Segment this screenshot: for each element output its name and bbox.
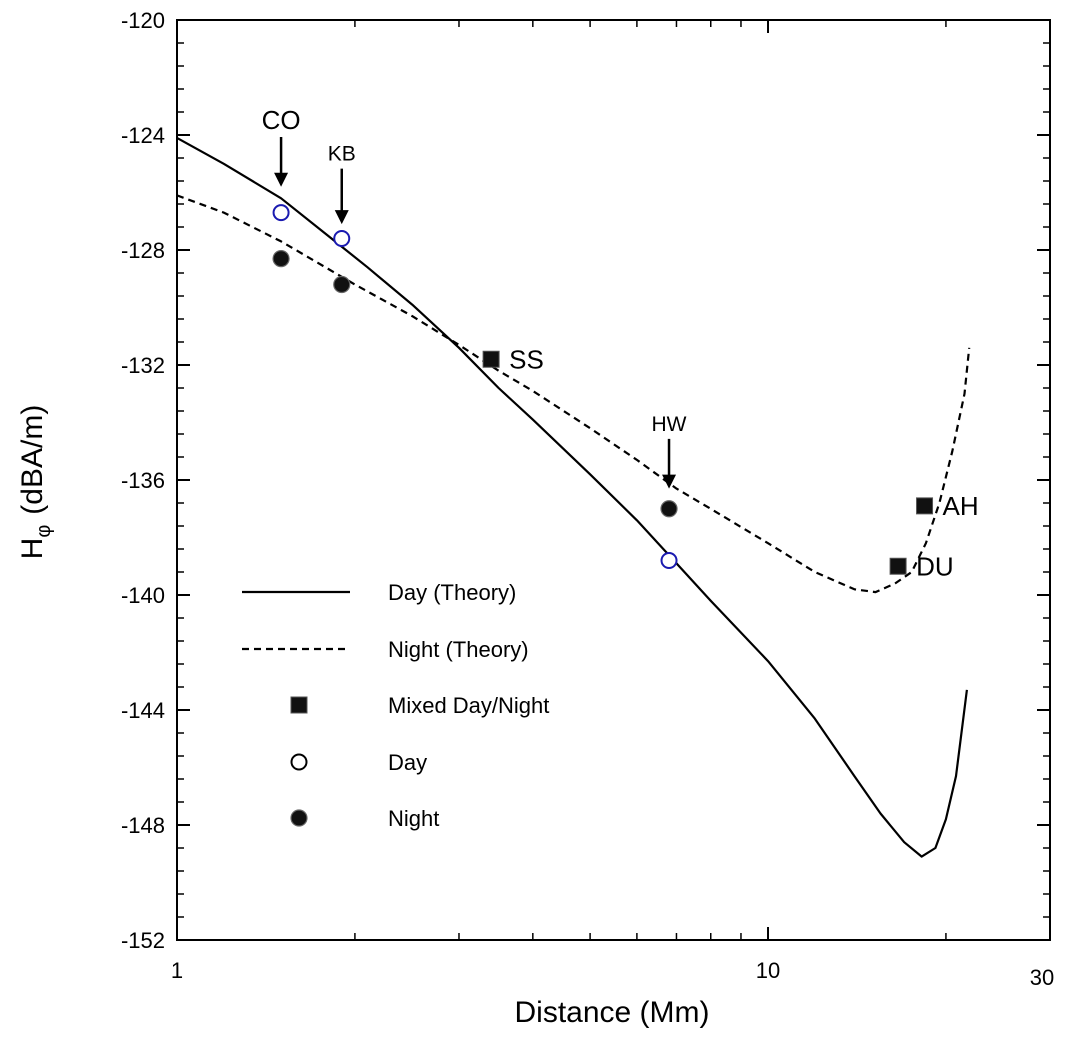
legend-day-theory: Day (Theory) bbox=[242, 580, 516, 605]
y-tick-label: -144 bbox=[121, 698, 165, 723]
y-tick-label: -140 bbox=[121, 583, 165, 608]
filled-square-point bbox=[917, 498, 933, 514]
y-tick-label: -120 bbox=[121, 8, 165, 33]
day-theory-curve bbox=[177, 138, 967, 857]
open-circle-point bbox=[274, 205, 289, 220]
filled-circle-point bbox=[273, 251, 289, 267]
arrow-co-head bbox=[274, 173, 288, 187]
x-tick-label: 30 bbox=[1030, 965, 1054, 990]
y-tick-label: -152 bbox=[121, 928, 165, 953]
svg-text:Hφ(dBA/m): Hφ (dBA/m) bbox=[16, 405, 55, 560]
site-label-co: CO bbox=[262, 105, 301, 135]
filled-square-point bbox=[483, 351, 499, 367]
legend-swatch-filled-square bbox=[291, 697, 307, 713]
x-axis-title: Distance (Mm) bbox=[514, 996, 709, 1029]
y-axis-title-sub: φ bbox=[33, 525, 55, 538]
legend-night-theory: Night (Theory) bbox=[242, 637, 529, 662]
y-tick-label: -132 bbox=[121, 353, 165, 378]
legend-swatch-open-circle bbox=[292, 755, 307, 770]
filled-square-point bbox=[890, 558, 906, 574]
plot-border bbox=[177, 20, 1050, 940]
legend-day: Day bbox=[292, 750, 428, 775]
y-axis-title-main: H bbox=[16, 538, 49, 560]
site-label-hw: HW bbox=[652, 413, 687, 436]
site-label-ah: AH bbox=[943, 491, 979, 521]
plot-frame bbox=[177, 20, 1050, 940]
legend-label: Day bbox=[388, 750, 427, 775]
y-tick-label: -148 bbox=[121, 813, 165, 838]
y-axis-title: Hφ (dBA/m) bbox=[16, 405, 55, 560]
y-tick-label: -124 bbox=[121, 123, 165, 148]
legend-night: Night bbox=[291, 806, 439, 831]
legend-label: Day (Theory) bbox=[388, 580, 516, 605]
y-tick-label: -128 bbox=[121, 238, 165, 263]
open-circle-point bbox=[662, 553, 677, 568]
y-tick-label: -136 bbox=[121, 468, 165, 493]
x-tick-label: 1 bbox=[171, 958, 183, 983]
legend-label: Night (Theory) bbox=[388, 637, 529, 662]
y-axis-title-unit: (dBA/m) bbox=[16, 405, 49, 515]
x-tick-label: 10 bbox=[756, 958, 780, 983]
data-markers bbox=[273, 205, 932, 574]
filled-circle-point bbox=[334, 277, 350, 293]
site-label-du: DU bbox=[916, 551, 954, 581]
legend-label: Mixed Day/Night bbox=[388, 693, 549, 718]
legend-mixed: Mixed Day/Night bbox=[291, 693, 549, 718]
legend: Day (Theory) Night (Theory) Mixed Day/Nigh… bbox=[242, 580, 549, 831]
night-theory-curve bbox=[177, 195, 969, 592]
site-label-ss: SS bbox=[509, 344, 544, 374]
annotations: CO KB HW SS DU AH bbox=[262, 105, 979, 581]
legend-swatch-filled-circle bbox=[291, 810, 307, 826]
open-circle-point bbox=[334, 231, 349, 246]
arrow-kb-head bbox=[335, 210, 349, 224]
legend-label: Night bbox=[388, 806, 439, 831]
theory-curves bbox=[177, 138, 969, 857]
filled-circle-point bbox=[661, 501, 677, 517]
site-label-kb: KB bbox=[328, 143, 356, 166]
